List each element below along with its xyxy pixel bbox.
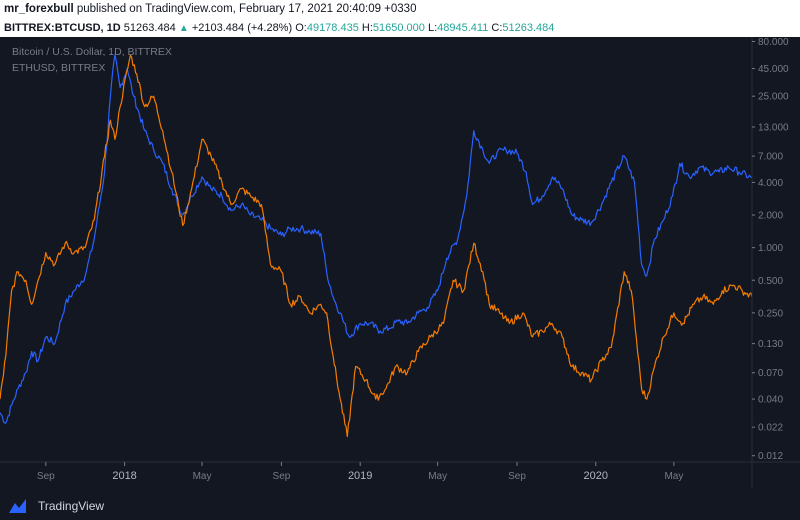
y-tick-label: 0.012 [758, 451, 783, 462]
x-tick-label: Sep [508, 471, 526, 482]
eth-price-line [0, 54, 753, 438]
y-tick-label: 1.000 [758, 243, 783, 254]
price-change: +2103.484 (+4.28%) [191, 22, 293, 34]
y-tick-label: 0.070 [758, 368, 783, 379]
tradingview-logo-icon [9, 499, 26, 513]
y-tick-label: 13.000 [758, 122, 789, 133]
author-name[interactable]: mr_forexbull [4, 3, 74, 15]
y-tick-label: 0.022 [758, 423, 783, 434]
axis-layer: 80.000 45.000 25.000 13.000 7.000 4.000 2.000 1… [0, 37, 800, 489]
tradingview-logo[interactable]: TradingView [8, 497, 128, 515]
last-price: 51263.484 [123, 22, 176, 34]
y-tick-label: 4.000 [758, 178, 783, 189]
x-tick-label: 2020 [584, 470, 608, 482]
footer-bar: TradingView [0, 489, 800, 520]
open-value: 49178.435 [306, 22, 359, 34]
publish-info-bar: mr_forexbull published on TradingView.co… [0, 0, 800, 19]
high-value: 51650.000 [372, 22, 425, 34]
x-tick-label: 2018 [112, 470, 136, 482]
x-tick-label: 2019 [348, 470, 372, 482]
x-tick-label: Sep [37, 471, 55, 482]
y-tick-label: 80.000 [758, 37, 789, 48]
x-tick-label: May [428, 471, 447, 482]
low-label: L: [427, 22, 438, 34]
x-tick-label: May [664, 471, 683, 482]
symbol-label: BITTREX:BTCUSD, 1D [4, 22, 121, 34]
y-tick-label: 7.000 [758, 152, 783, 163]
x-tick-label: May [193, 471, 212, 482]
close-value: 51263.484 [502, 22, 555, 34]
legend-btc[interactable]: Bitcoin / U.S. Dollar, 1D, BITTREX [12, 46, 172, 58]
chart-area[interactable]: 80.000 45.000 25.000 13.000 7.000 4.000 2.000 1… [0, 37, 800, 489]
quote-bar: BITTREX:BTCUSD, 1D 51263.484 ▲ +2103.484… [0, 19, 800, 37]
y-tick-label: 0.250 [758, 308, 783, 319]
tradingview-brand: TradingView [38, 499, 105, 513]
publish-text: published on TradingView.com, February 1… [76, 3, 417, 15]
series-layer [0, 54, 753, 438]
y-tick-label: 0.040 [758, 395, 783, 406]
high-label: H: [361, 22, 373, 34]
y-tick-label: 0.130 [758, 339, 783, 350]
up-arrow-icon: ▲ [178, 23, 189, 34]
btc-price-line [0, 54, 753, 424]
close-label: C: [491, 22, 503, 34]
price-chart[interactable]: 80.000 45.000 25.000 13.000 7.000 4.000 2.000 1… [0, 37, 800, 489]
open-label: O: [295, 22, 307, 34]
y-tick-label: 0.500 [758, 276, 783, 287]
x-tick-label: Sep [273, 471, 291, 482]
y-tick-label: 2.000 [758, 211, 783, 222]
low-value: 48945.411 [437, 22, 489, 34]
legend-eth[interactable]: ETHUSD, BITTREX [12, 62, 106, 74]
y-tick-label: 45.000 [758, 64, 789, 75]
y-tick-label: 25.000 [758, 92, 789, 103]
